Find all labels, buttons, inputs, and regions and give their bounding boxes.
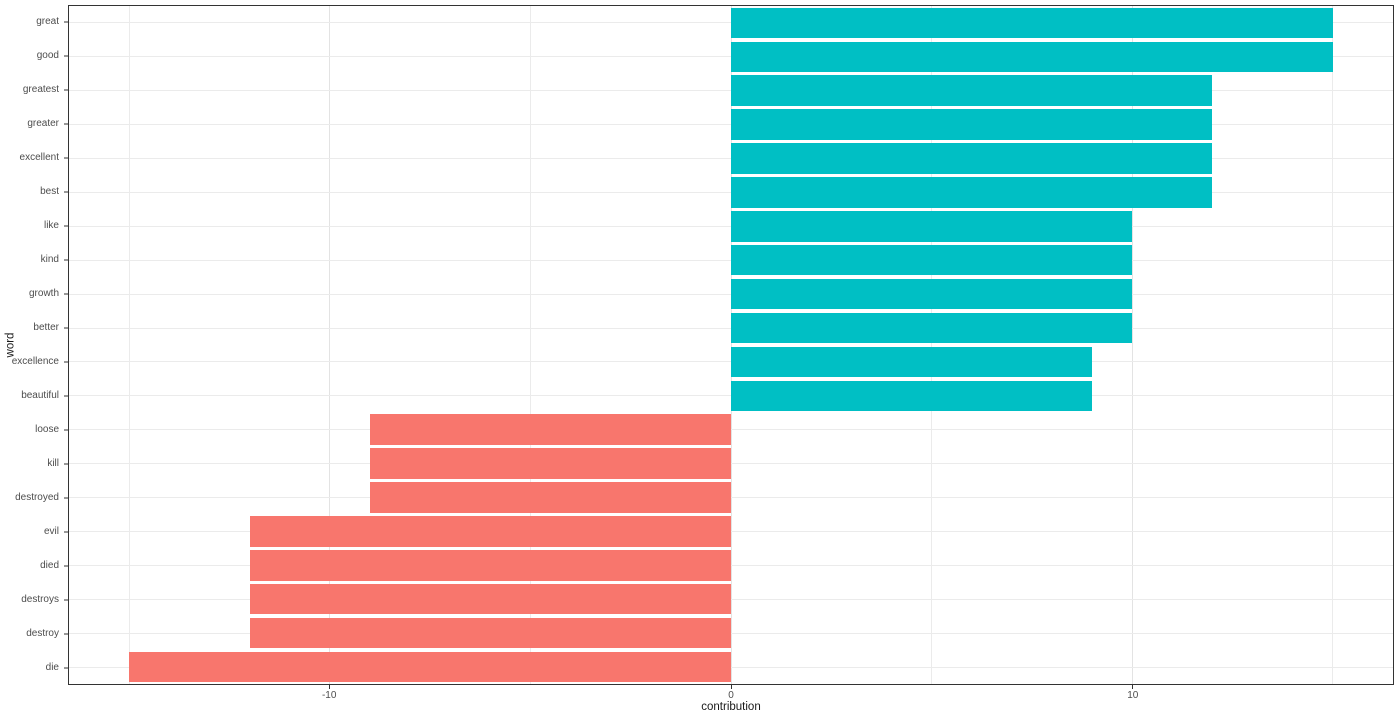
y-tick-mark	[64, 191, 68, 193]
bar-kill	[369, 448, 731, 479]
y-tick-label: greater	[27, 118, 59, 129]
y-tick-mark	[64, 293, 68, 295]
bar-better	[731, 312, 1133, 344]
bar-like	[731, 211, 1133, 242]
x-minor-gridline	[529, 6, 531, 684]
x-tick-label: 10	[1127, 690, 1139, 701]
bar-evil	[249, 516, 731, 547]
x-tick-mark	[1132, 685, 1134, 689]
y-tick-label: excellence	[11, 356, 59, 367]
bar-destroy	[249, 617, 731, 649]
y-tick-label: loose	[35, 424, 59, 435]
bar-great	[731, 7, 1333, 39]
y-tick-label: good	[36, 50, 59, 61]
bar-died	[249, 550, 731, 581]
y-tick-mark	[64, 361, 68, 363]
y-tick-mark	[64, 633, 68, 635]
y-tick-label: destroy	[26, 628, 59, 639]
y-tick-label: growth	[28, 288, 59, 299]
y-tick-mark	[64, 463, 68, 465]
y-tick-mark	[64, 21, 68, 23]
x-tick-mark	[730, 685, 732, 689]
y-tick-label: better	[33, 322, 59, 333]
y-tick-mark	[64, 429, 68, 431]
bar-greater	[731, 109, 1213, 140]
x-major-gridline	[329, 6, 331, 684]
bar-growth	[731, 278, 1133, 310]
y-tick-label: kill	[47, 458, 59, 469]
bar-excellence	[731, 346, 1093, 378]
x-minor-gridline	[1332, 6, 1334, 684]
y-tick-mark	[64, 667, 68, 669]
x-tick-label: 0	[728, 690, 734, 701]
y-tick-label: greatest	[22, 84, 59, 95]
y-tick-mark	[64, 157, 68, 159]
bar-kind	[731, 244, 1133, 276]
y-tick-mark	[64, 225, 68, 227]
y-tick-label: excellent	[19, 152, 59, 163]
y-tick-mark	[64, 599, 68, 601]
y-axis: great good greatest greater excellent best lik…	[0, 5, 68, 685]
y-tick-mark	[64, 531, 68, 533]
bar-destroyed	[369, 482, 731, 513]
x-minor-gridline	[931, 6, 933, 684]
y-tick-label: destroys	[21, 594, 59, 605]
y-tick-label: beautiful	[21, 390, 59, 401]
bar-loose	[369, 414, 731, 445]
y-tick-mark	[64, 497, 68, 499]
y-tick-label: die	[45, 662, 59, 673]
bar-best	[731, 177, 1213, 208]
y-tick-label: evil	[43, 526, 59, 537]
x-axis-title: contribution	[701, 701, 761, 713]
x-major-gridline	[730, 6, 732, 684]
plot-panel	[68, 5, 1394, 685]
x-axis: -10 0 10	[68, 685, 1394, 715]
y-tick-label: great	[36, 16, 59, 27]
x-minor-gridline	[128, 6, 130, 684]
bar-destroys	[249, 583, 731, 615]
y-tick-mark	[64, 123, 68, 125]
y-major-gridline	[69, 666, 1393, 668]
bar-beautiful	[731, 380, 1093, 412]
y-tick-mark	[64, 395, 68, 397]
y-tick-mark	[64, 327, 68, 329]
bar-good	[731, 41, 1333, 73]
bar-excellent	[731, 143, 1213, 174]
y-tick-mark	[64, 259, 68, 261]
y-tick-label: kind	[40, 254, 59, 265]
x-major-gridline	[1131, 6, 1133, 684]
y-major-gridline	[69, 530, 1393, 532]
x-tick-label: -10	[321, 690, 337, 701]
y-major-gridline	[69, 632, 1393, 634]
y-major-gridline	[69, 463, 1393, 465]
x-tick-mark	[328, 685, 330, 689]
y-major-gridline	[69, 497, 1393, 499]
bar-greatest	[731, 75, 1213, 106]
y-major-gridline	[69, 429, 1393, 431]
y-tick-mark	[64, 89, 68, 91]
bar-die	[129, 651, 731, 683]
y-tick-label: destroyed	[15, 492, 59, 503]
y-tick-label: best	[40, 186, 59, 197]
y-major-gridline	[69, 564, 1393, 566]
y-tick-label: like	[43, 220, 59, 231]
y-major-gridline	[69, 598, 1393, 600]
y-tick-label: died	[40, 560, 59, 571]
y-tick-mark	[64, 565, 68, 567]
y-tick-mark	[64, 55, 68, 57]
